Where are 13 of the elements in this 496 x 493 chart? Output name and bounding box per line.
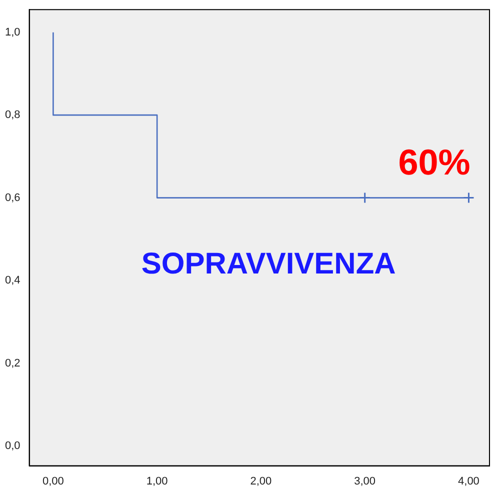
y-tick-label: 0,2 [4, 357, 20, 370]
y-tick-label: 1,0 [4, 26, 20, 38]
annotation: SOPRAVVIVENZA [141, 247, 396, 280]
x-tick-label: 0,00 [42, 475, 64, 488]
x-tick-label: 4,00 [458, 475, 480, 488]
y-tick-label: 0,4 [4, 274, 20, 287]
x-tick-label: 2,00 [250, 475, 272, 488]
x-tick-label: 1,00 [146, 475, 168, 488]
x-tick-label: 3,00 [354, 475, 376, 488]
annotation: 60% [398, 142, 470, 183]
y-tick-label: 0,8 [4, 109, 20, 122]
y-tick-label: 0,0 [4, 440, 20, 452]
y-tick-label: 0,6 [4, 192, 20, 204]
